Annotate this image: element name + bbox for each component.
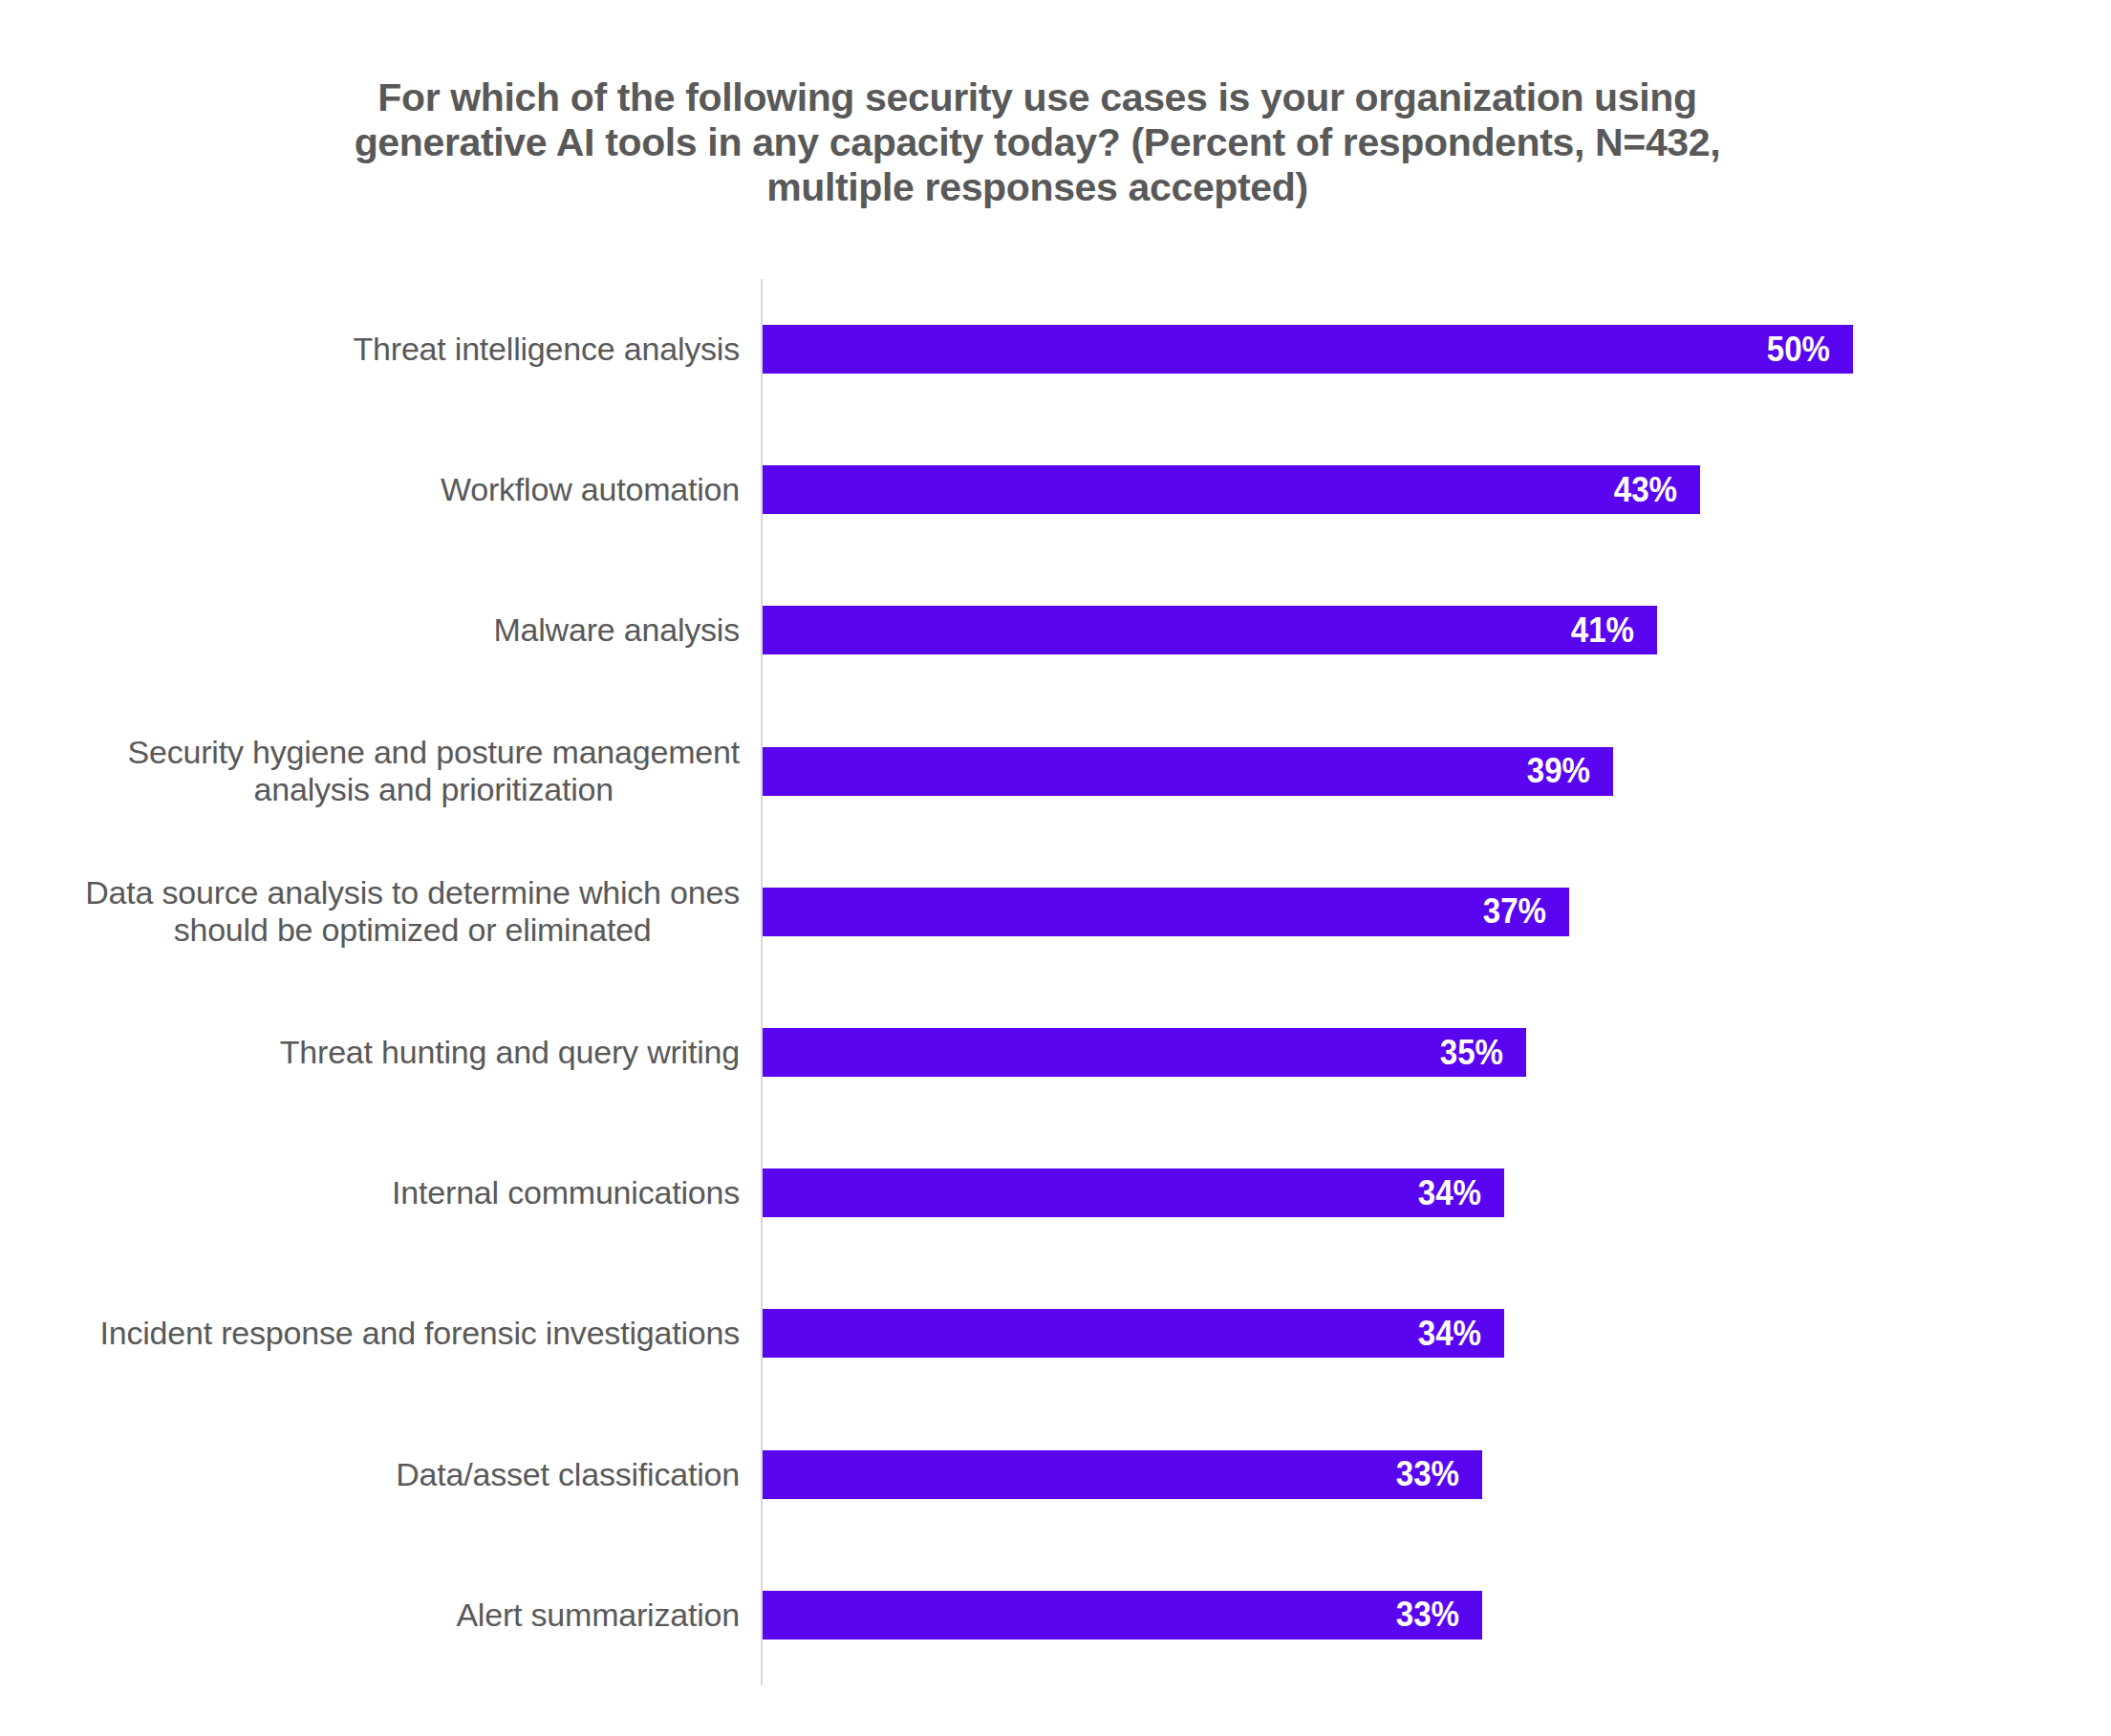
category-label-cell: Data source analysis to determine which … — [0, 874, 761, 949]
bar-cell: 41% — [761, 560, 2111, 700]
value-label: 35% — [1439, 1033, 1502, 1073]
category-label-cell: Alert summarization — [0, 1597, 761, 1634]
bar: 37% — [763, 888, 1569, 936]
bar-cell: 33% — [761, 1404, 2111, 1545]
bar-row: Security hygiene and posture management … — [0, 701, 2111, 842]
chart-title-line-2: generative AI tools in any capacity toda… — [0, 120, 2075, 165]
bar: 33% — [763, 1450, 1482, 1499]
value-label: 33% — [1396, 1595, 1459, 1635]
bar-row: Alert summarization 33% — [0, 1545, 2111, 1685]
value-label: 39% — [1527, 751, 1590, 791]
category-label-cell: Malware analysis — [0, 611, 761, 649]
bar: 41% — [763, 606, 1657, 654]
category-label: Incident response and forensic investiga… — [99, 1315, 740, 1352]
chart-title: For which of the following security use … — [0, 75, 2075, 210]
bar-cell: 50% — [761, 279, 2111, 419]
value-label: 50% — [1767, 330, 1830, 370]
bar-row: Threat intelligence analysis 50% — [0, 279, 2111, 419]
chart-title-line-3: multiple responses accepted) — [0, 165, 2075, 210]
category-label: Data/asset classification — [396, 1456, 740, 1493]
bar: 33% — [763, 1591, 1482, 1640]
category-label: Data source analysis to determine which … — [85, 874, 740, 949]
bar: 34% — [763, 1309, 1504, 1358]
bar-row: Workflow automation 43% — [0, 419, 2111, 560]
bar-row: Incident response and forensic investiga… — [0, 1263, 2111, 1404]
category-label: Internal communications — [392, 1174, 740, 1211]
bar-cell: 34% — [761, 1123, 2111, 1263]
bar-row: Malware analysis 41% — [0, 560, 2111, 700]
value-label: 43% — [1614, 470, 1677, 510]
category-label-cell: Internal communications — [0, 1174, 761, 1211]
category-label: Threat hunting and query writing — [280, 1034, 740, 1071]
category-label: Workflow automation — [441, 471, 740, 508]
value-label: 37% — [1483, 891, 1546, 932]
category-label: Security hygiene and posture management … — [128, 734, 741, 808]
bar-cell: 34% — [761, 1263, 2111, 1404]
bar-chart: Threat intelligence analysis 50% Workflow … — [0, 279, 2111, 1685]
value-label: 34% — [1418, 1173, 1481, 1213]
bar-row: Threat hunting and query writing 35% — [0, 982, 2111, 1123]
category-label-cell: Security hygiene and posture management … — [0, 734, 761, 808]
category-label-cell: Threat intelligence analysis — [0, 331, 761, 368]
value-label: 33% — [1396, 1454, 1459, 1494]
bar: 34% — [763, 1168, 1504, 1217]
category-label: Threat intelligence analysis — [353, 331, 740, 368]
category-label-cell: Data/asset classification — [0, 1456, 761, 1493]
bar-cell: 35% — [761, 982, 2111, 1123]
bar-cell: 39% — [761, 701, 2111, 842]
category-label: Alert summarization — [456, 1597, 740, 1634]
bar-cell: 37% — [761, 842, 2111, 982]
category-label-cell: Threat hunting and query writing — [0, 1034, 761, 1071]
chart-title-line-1: For which of the following security use … — [0, 75, 2075, 120]
bar: 35% — [763, 1028, 1526, 1077]
value-label: 34% — [1418, 1314, 1481, 1354]
bar: 39% — [763, 747, 1613, 796]
category-label-cell: Incident response and forensic investiga… — [0, 1315, 761, 1352]
bar: 43% — [763, 465, 1700, 514]
bar-cell: 33% — [761, 1545, 2111, 1685]
category-label: Malware analysis — [493, 611, 740, 649]
bar-row: Data source analysis to determine which … — [0, 842, 2111, 982]
bar: 50% — [763, 325, 1853, 374]
bar-row: Internal communications 34% — [0, 1123, 2111, 1263]
bar-row: Data/asset classification 33% — [0, 1404, 2111, 1545]
category-label-cell: Workflow automation — [0, 471, 761, 508]
value-label: 41% — [1570, 611, 1633, 651]
bar-cell: 43% — [761, 419, 2111, 560]
